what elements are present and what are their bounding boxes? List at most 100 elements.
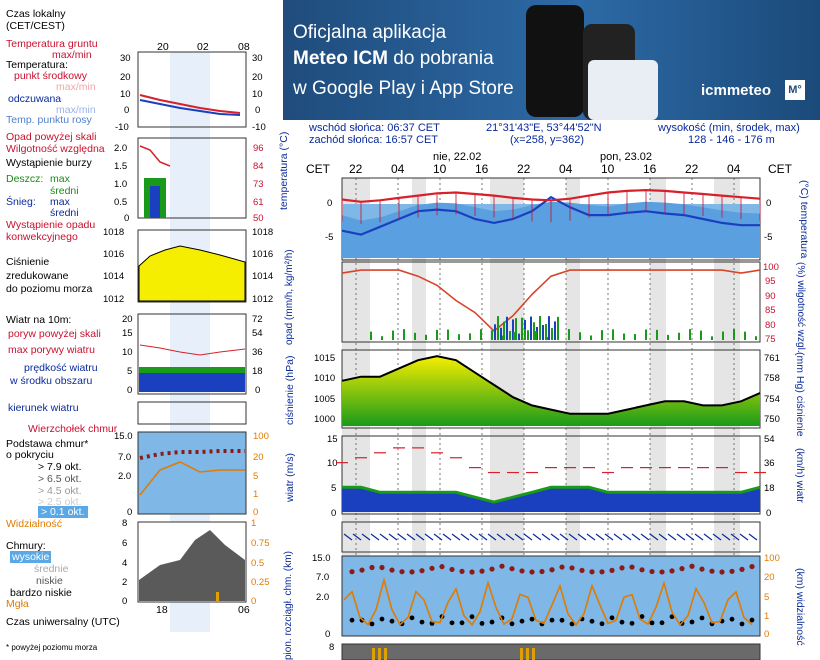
precip-bar [512, 319, 514, 340]
wind-arrow [622, 533, 632, 541]
precip-bar [557, 316, 559, 340]
legend-temp-mid: punkt środkowy [14, 70, 87, 82]
rt-vis-1: 100 [253, 431, 269, 442]
cloud-top-dot [449, 566, 455, 573]
precip-bar [530, 316, 532, 340]
legend-wind-speed2: w środku obszaru [10, 375, 93, 387]
cloud-top-dot [399, 569, 405, 575]
hour-label: 04 [559, 162, 573, 176]
wind-arrow [703, 533, 713, 541]
rt-wind-4: 18 [252, 366, 263, 377]
legend-temp-ground-sub: max/min [52, 49, 92, 61]
legend-c-high: wysokie [10, 551, 52, 563]
wind-arrow [631, 533, 641, 541]
app-banner[interactable]: Oficjalna aplikacja Meteo ICM do pobrani… [283, 0, 820, 120]
cloud-base-dot [349, 617, 355, 623]
pressure-area [342, 356, 760, 426]
cloud-top-dot [559, 564, 565, 570]
rt-vis-3: 5 [253, 471, 259, 482]
precip-bar [568, 329, 570, 340]
lt-precip-1: 2.0 [114, 143, 128, 154]
precip-bar [539, 316, 541, 340]
rt-cloud-5: 0 [251, 596, 257, 607]
cloud-top-dot [729, 568, 735, 574]
wind-arrow [352, 533, 362, 541]
cloud-base-dot [569, 621, 575, 627]
lt-press-2: 1016 [103, 249, 125, 260]
tick-press-r-2: 754 [764, 394, 780, 405]
clouds-panel-frame [341, 643, 761, 660]
lt-temp-3: 10 [120, 89, 131, 100]
lt-temp-5: -10 [115, 122, 129, 133]
lt-temp-2: 20 [120, 72, 131, 83]
wind-arrow [721, 533, 731, 541]
precip-bar [612, 329, 614, 340]
wind-arrow [397, 533, 407, 541]
cloud-top-dot [539, 568, 545, 575]
rt-press-2: 1016 [252, 249, 274, 260]
legend-winddir-box [137, 401, 247, 425]
cloud-base-dot [589, 618, 595, 624]
legend-utc-label: Czas uniwersalny (UTC) [6, 616, 120, 628]
precip-bar [447, 329, 449, 340]
legend-wind-speed: prędkość wiatru [24, 362, 98, 374]
precip-bar [623, 333, 625, 340]
legend-pressure-3: do poziomu morza [6, 283, 93, 295]
tick-wind-l-2: 5 [331, 483, 337, 494]
winddir-panel-frame [341, 521, 761, 553]
legend-temp-maxmin: max/min [56, 81, 96, 93]
tick-wind-r-1: 36 [764, 458, 775, 469]
rt-temp-1: 30 [252, 53, 263, 64]
cloud-top-dot [509, 566, 515, 572]
cloud-base-dot [519, 618, 525, 624]
precip-bar [381, 336, 383, 340]
precip-bar [414, 332, 416, 340]
wind-arrow [595, 533, 605, 541]
wind-arrow [568, 533, 578, 541]
legend-cloudtop-dots [139, 449, 245, 460]
legend-visibility: Widzialność [6, 518, 63, 530]
cloud-base-dot [409, 615, 415, 621]
legend-rain-max: max [50, 173, 70, 185]
legend-cloud-base2: o pokryciu [6, 449, 54, 461]
cloud-base-dot [689, 619, 695, 625]
cloud-top-dot [629, 564, 635, 570]
precip-bar [436, 329, 438, 340]
precip-bar [711, 336, 713, 340]
legend-okt1: > 7.9 okt. [38, 461, 82, 473]
rt-temp-5: -10 [252, 122, 266, 133]
tick-press-r-0: 761 [764, 353, 780, 364]
cloud-top-dot [659, 569, 665, 575]
precip-bar [678, 332, 680, 340]
cloud-base-dot [419, 619, 425, 625]
legend-temp-ground: Temperatura gruntu [6, 38, 98, 50]
rt-hum-1: 96 [253, 143, 264, 154]
banner-line3: w Google Play i App Store [293, 78, 514, 99]
cloud-base-dot [449, 620, 455, 626]
precip-bar [521, 317, 523, 340]
rt-cloud-3: 0.5 [251, 558, 265, 569]
sunrise: wschód słońca: 06:37 CET [309, 122, 440, 134]
lt-cloud-4: 2 [122, 577, 128, 588]
hour-label: 22 [685, 162, 699, 176]
precip-bar [634, 334, 636, 340]
legend-hum-line [139, 145, 171, 167]
chart-marks [336, 188, 766, 660]
lt-precip-2: 1.5 [114, 161, 128, 172]
lt-press-4: 1012 [103, 294, 125, 305]
pressure-line [341, 355, 761, 415]
rt-hum-2: 84 [253, 161, 264, 172]
hour-label: 10 [433, 162, 447, 176]
tick-vis-r-0: 100 [764, 553, 780, 564]
cloud-top-dot [529, 569, 535, 575]
cloud-top-dot [679, 566, 685, 572]
lt-cb-4: 0 [127, 507, 133, 518]
lt-wind-4: 5 [127, 366, 133, 377]
cloud-top-dot [409, 569, 415, 575]
hour-label: 22 [517, 162, 531, 176]
wind-arrow [694, 533, 704, 541]
tick-hum-4: 80 [765, 320, 776, 331]
legend-wind-area [139, 370, 245, 392]
tick-press-l-2: 1005 [314, 394, 336, 405]
